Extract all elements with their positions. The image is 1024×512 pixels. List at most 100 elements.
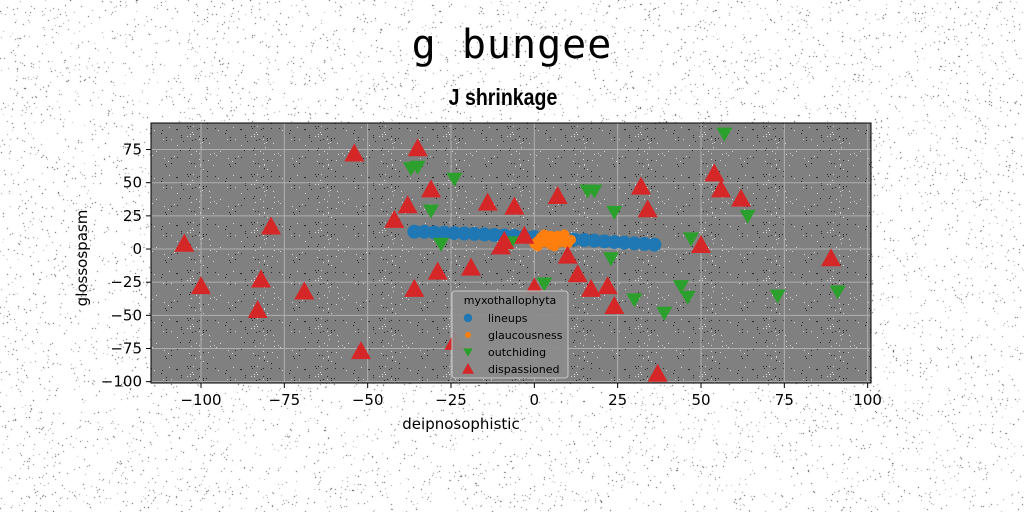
outchiding-point — [829, 285, 846, 300]
lineups-point — [627, 236, 642, 251]
dispassioned-point — [567, 264, 588, 283]
dispassioned-point — [557, 245, 578, 264]
lineups-point — [647, 237, 662, 252]
dispassioned-point — [294, 281, 315, 300]
figure-suptitle: g bungee — [411, 22, 613, 68]
dispassioned-point — [407, 138, 428, 157]
glaucousness-point — [566, 234, 576, 245]
outchiding-point — [679, 290, 696, 305]
legend-marker-lineups — [463, 313, 473, 323]
lineups-point — [637, 236, 652, 251]
x-axis: −100 −75 −50 −25 0 25 50 75 100 — [180, 383, 882, 409]
x-tick-label: 100 — [853, 391, 882, 409]
x-tick-label: −100 — [180, 391, 221, 409]
x-tick-label: −75 — [269, 391, 301, 409]
lineups-point — [577, 233, 592, 247]
y-tick-label: 50 — [123, 174, 142, 192]
outchiding-point — [673, 280, 689, 295]
dispassioned-point — [581, 278, 601, 297]
dispassioned-point — [494, 231, 515, 250]
dispassioned-point — [251, 269, 271, 288]
dispassioned-point — [261, 216, 281, 235]
dispassioned-point — [821, 248, 841, 267]
legend-marker-outchiding — [463, 348, 473, 357]
lineups-point — [437, 225, 452, 240]
outchiding-point — [769, 289, 786, 304]
x-tick-label: 75 — [775, 391, 794, 409]
dispassioned-point — [711, 179, 731, 198]
legend-title: myxothallophyta — [464, 294, 557, 307]
legend-marker-dispassioned — [462, 363, 474, 374]
lineups-point — [617, 235, 632, 250]
lineups-point — [417, 224, 432, 239]
lineups-point — [427, 225, 442, 240]
y-axis: −100 −75 −50 −25 0 25 50 75 — [101, 141, 151, 391]
glaucousness-point — [532, 241, 543, 252]
plot-frame — [150, 122, 872, 384]
dispassioned-point — [397, 195, 418, 214]
x-tick-label: −25 — [435, 391, 467, 409]
outchiding-point — [739, 209, 756, 224]
outchiding-point — [446, 172, 463, 187]
outchiding-point — [683, 232, 699, 247]
glaucousness-point — [549, 241, 560, 252]
dispassioned-point — [597, 276, 618, 295]
lineups-point — [447, 226, 462, 241]
lineups-point — [597, 234, 612, 249]
dispassioned-point — [691, 235, 711, 254]
lineups-point — [407, 224, 422, 239]
lineups-point — [607, 234, 622, 249]
outchiding-point — [606, 205, 623, 220]
dispassioned-point — [174, 233, 195, 252]
outchiding-point — [536, 277, 553, 292]
y-tick-label: −75 — [110, 340, 142, 358]
dispassioned-point — [731, 188, 751, 207]
outchiding-point — [626, 293, 643, 308]
legend-box — [451, 290, 569, 379]
dispassioned-point — [704, 163, 725, 182]
series-glaucousness — [529, 229, 576, 252]
dispassioned-point — [547, 185, 568, 204]
x-tick-label: 50 — [691, 391, 710, 409]
glaucousness-point — [546, 230, 556, 241]
lineups-point — [457, 226, 472, 241]
dispassioned-point — [514, 225, 535, 244]
x-tick-label: 25 — [608, 391, 627, 409]
lineups-point — [487, 227, 502, 242]
outchiding-point — [433, 237, 449, 252]
y-axis-label: glossospasm — [73, 210, 91, 307]
dispassioned-point — [637, 199, 658, 218]
dispassioned-point — [461, 257, 481, 276]
outchiding-point — [409, 160, 426, 175]
outchiding-point — [656, 306, 673, 321]
lineups-point — [587, 233, 602, 248]
dispassioned-point — [344, 143, 365, 162]
legend: myxothallophyta lineups glaucousness outchi… — [451, 290, 569, 379]
dispassioned-point — [504, 196, 525, 215]
dispassioned-point — [421, 179, 441, 198]
chart-title: J shrinkage — [448, 84, 558, 110]
grid-lines — [151, 123, 871, 383]
y-tick-label: −100 — [101, 373, 142, 391]
outchiding-point — [423, 204, 439, 219]
dispassioned-point — [247, 300, 268, 319]
dispassioned-point — [604, 296, 625, 315]
glaucousness-point — [556, 232, 566, 243]
lineups-point — [467, 226, 482, 241]
dispassioned-point — [384, 209, 405, 228]
dispassioned-point — [631, 176, 651, 195]
lineups-point — [477, 227, 492, 242]
y-tick-label: −50 — [110, 306, 142, 324]
legend-label-outchiding: outchiding — [488, 346, 546, 359]
outchiding-point — [586, 184, 603, 199]
y-tick-label: −25 — [110, 273, 142, 291]
dispassioned-point — [351, 341, 371, 360]
dispassioned-point — [427, 261, 448, 280]
legend-label-glaucousness: glaucousness — [488, 329, 563, 342]
legend-marker-glaucousness — [465, 332, 471, 338]
y-tick-label: 25 — [123, 207, 142, 225]
outchiding-point — [603, 252, 619, 267]
legend-label-lineups: lineups — [488, 312, 528, 325]
x-tick-label: −50 — [352, 391, 384, 409]
outchiding-point — [716, 127, 733, 142]
